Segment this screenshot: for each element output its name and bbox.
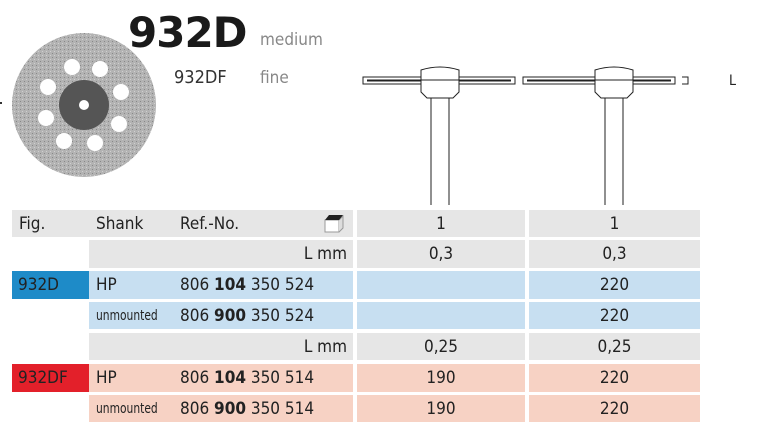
value-col2: 220 xyxy=(529,364,700,392)
value-col1: 190 xyxy=(357,395,525,422)
lmm-value: 0,3 xyxy=(357,240,525,268)
fig-badge-932d: 932D xyxy=(12,271,89,299)
lmm-label: L mm xyxy=(89,240,353,268)
lmm-value: 0,25 xyxy=(529,333,700,360)
header-ref: Ref.-No. xyxy=(180,213,240,234)
lmm-value: 0,3 xyxy=(529,240,700,268)
value-col1: 190 xyxy=(357,364,525,392)
header-col1: 1 xyxy=(357,210,525,237)
table-row: unmounted 806 900 350 514 xyxy=(89,395,353,422)
value-col1 xyxy=(357,271,525,299)
product-title: 932D xyxy=(128,8,248,57)
package-box-icon xyxy=(324,214,344,233)
variant-name: 932DF xyxy=(174,67,227,88)
value-col2: 220 xyxy=(529,302,700,329)
value-col2: 220 xyxy=(529,271,700,299)
grade-fine: fine xyxy=(260,68,289,88)
grade-medium: medium xyxy=(260,30,323,50)
disc-profile-drawing xyxy=(362,66,689,205)
value-col2: 220 xyxy=(529,395,700,422)
ref-number: 806 900 350 524 xyxy=(180,305,315,326)
table-header: Fig. Shank Ref.-No. xyxy=(12,210,353,237)
header-shank: Shank xyxy=(96,213,144,234)
table-row: HP 806 104 350 514 xyxy=(89,364,353,392)
ref-number: 806 104 350 524 xyxy=(180,275,315,295)
header-fig: Fig. xyxy=(19,213,46,234)
shank: HP xyxy=(96,275,117,295)
ref-number: 806 104 350 514 xyxy=(180,368,315,388)
table-row: unmounted 806 900 350 524 xyxy=(89,302,353,329)
value-col1 xyxy=(357,302,525,329)
header-col2: 1 xyxy=(529,210,700,237)
dimension-label: L xyxy=(729,73,737,89)
lmm-label: L mm xyxy=(89,333,353,360)
ref-number: 806 900 350 514 xyxy=(180,398,315,419)
table-row: HP 806 104 350 524 xyxy=(89,271,353,299)
fig-badge-932df: 932DF xyxy=(12,364,89,392)
disc-image xyxy=(0,33,156,177)
lmm-value: 0,25 xyxy=(357,333,525,360)
shank: unmounted xyxy=(96,400,158,417)
shank: unmounted xyxy=(96,307,158,324)
shank: HP xyxy=(96,368,117,388)
